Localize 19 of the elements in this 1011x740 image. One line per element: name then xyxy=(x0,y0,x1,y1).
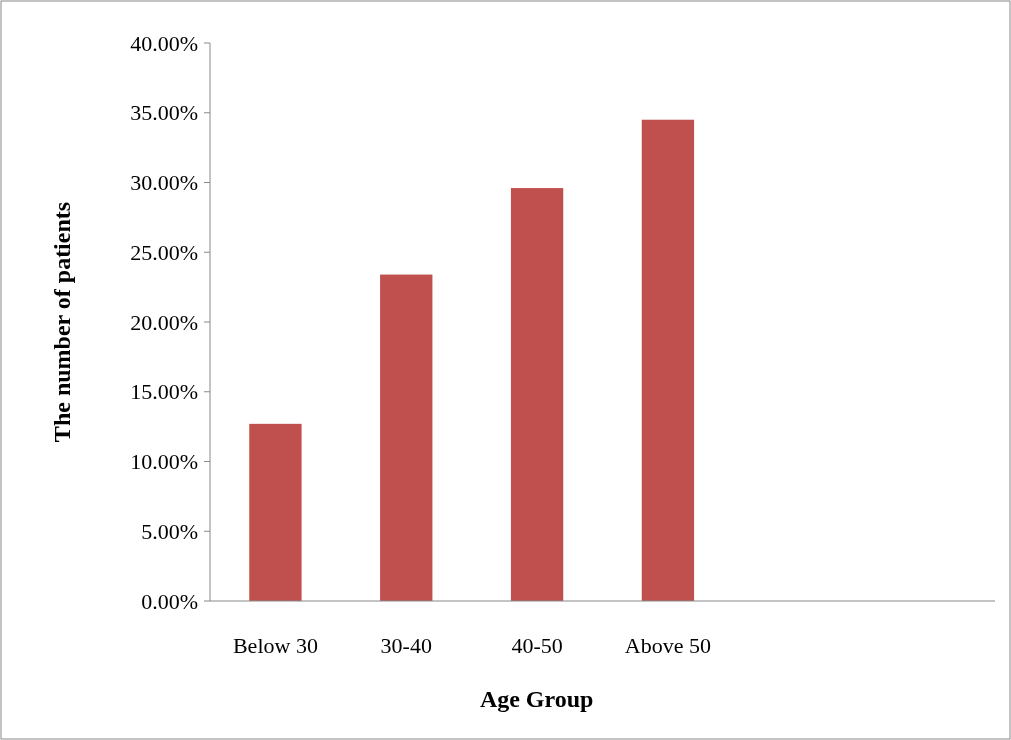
x-tick-label: 40-50 xyxy=(511,633,563,658)
x-tick-label: Above 50 xyxy=(624,633,711,658)
y-tick-label: 10.00% xyxy=(130,449,198,475)
bar xyxy=(249,423,302,601)
y-tick-label: 0.00% xyxy=(141,588,198,614)
y-axis-title: The number of patients xyxy=(49,201,75,443)
y-tick-label: 25.00% xyxy=(130,239,198,265)
y-tick-label: 20.00% xyxy=(130,309,198,335)
bar xyxy=(641,119,695,601)
y-tick-label: 40.00% xyxy=(130,30,198,56)
y-tick-label: 30.00% xyxy=(130,170,198,196)
x-tick-label: Below 30 xyxy=(232,633,318,658)
x-axis-title: Age Group xyxy=(479,686,594,712)
y-tick-label: 5.00% xyxy=(141,518,198,544)
x-tick-label: 30-40 xyxy=(380,633,432,658)
bar xyxy=(510,188,564,601)
y-tick-label: 15.00% xyxy=(130,379,198,405)
bar xyxy=(380,274,433,601)
y-tick-label: 35.00% xyxy=(130,100,198,126)
